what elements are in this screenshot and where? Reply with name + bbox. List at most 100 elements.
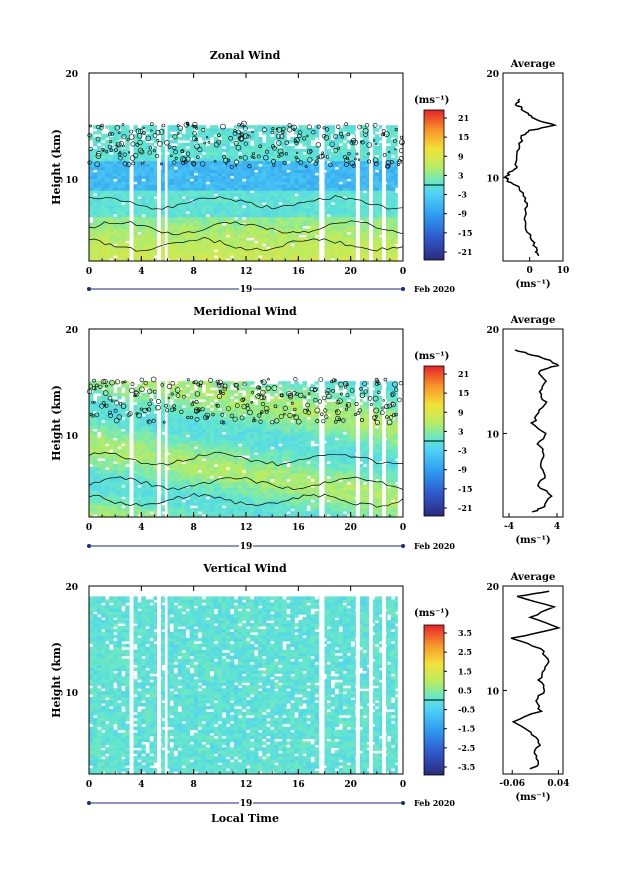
heatmap-cell	[121, 134, 126, 138]
heatmap-cell	[173, 213, 178, 218]
heatmap-cell	[165, 416, 170, 421]
heatmap-cell	[266, 169, 271, 173]
heatmap-cell	[165, 243, 170, 247]
heatmap-cell	[374, 175, 380, 179]
heatmap-cell	[169, 169, 174, 173]
heatmap-cell	[390, 240, 396, 244]
heatmap-cell	[173, 481, 178, 486]
heatmap-cell	[378, 163, 384, 168]
heatmap-cell	[342, 148, 348, 153]
heatmap-cell	[358, 202, 364, 206]
heatmap-cell	[334, 246, 340, 250]
heatmap-cell	[201, 475, 207, 480]
heatmap-cell	[209, 216, 215, 221]
heatmap-cell	[310, 128, 315, 132]
heatmap-cell	[189, 231, 195, 235]
heatmap-cell	[225, 184, 231, 188]
heatmap-cell	[153, 499, 158, 503]
contour-mark	[114, 148, 118, 152]
heatmap-cell	[306, 128, 311, 132]
heatmap-cell	[262, 234, 267, 238]
heatmap-cell	[205, 413, 211, 418]
heatmap-cell	[342, 210, 348, 215]
heatmap-cell	[258, 252, 263, 256]
heatmap-cell	[149, 381, 154, 385]
heatmap-cell	[326, 204, 331, 209]
heatmap-cell	[326, 181, 331, 185]
heatmap-cell	[177, 142, 183, 147]
heatmap-cell	[370, 202, 376, 206]
heatmap-cell	[197, 419, 203, 424]
heatmap-cell	[201, 393, 207, 397]
heatmap-cell	[89, 428, 94, 432]
heatmap-cell	[386, 169, 392, 173]
heatmap-cell	[117, 463, 122, 468]
heatmap-cell	[306, 137, 311, 141]
heatmap-cell	[137, 452, 142, 456]
heatmap-cell	[298, 178, 303, 182]
heatmap-cell	[109, 128, 114, 132]
heatmap-cell	[302, 166, 307, 170]
heatmap-cell	[290, 154, 295, 159]
heatmap-cell	[394, 193, 400, 197]
heatmap-cell	[137, 199, 142, 203]
heatmap-cell	[217, 184, 223, 188]
heatmap-cell	[145, 393, 150, 397]
heatmap-cell	[330, 225, 335, 230]
heatmap-cell	[109, 478, 114, 483]
heatmap-cell	[370, 196, 376, 200]
contour-mark	[366, 159, 371, 164]
heatmap-cell	[133, 419, 138, 424]
heatmap-cell	[201, 142, 207, 147]
contour-mark	[201, 127, 206, 132]
heatmap-cell	[209, 237, 215, 241]
heatmap-cell	[242, 175, 247, 179]
heatmap-cell	[101, 446, 106, 450]
heatmap-cell	[97, 460, 102, 465]
heatmap-cell	[133, 216, 138, 221]
heatmap-cell	[229, 134, 235, 138]
heatmap-cell	[189, 469, 195, 474]
heatmap-cell	[169, 487, 174, 491]
heatmap-cell	[189, 134, 195, 138]
heatmap-cell	[133, 231, 138, 235]
heatmap-cell	[330, 169, 335, 173]
heatmap-cell	[298, 196, 303, 200]
heatmap-cell	[89, 384, 94, 388]
heatmap-cell	[89, 490, 94, 494]
heatmap-cell	[93, 202, 98, 206]
heatmap-cell	[282, 246, 287, 250]
heatmap-cell	[173, 511, 178, 515]
heatmap-cell	[105, 258, 110, 262]
heatmap-cell	[209, 157, 215, 162]
heatmap-cell	[189, 166, 195, 170]
heatmap-cell	[137, 246, 142, 250]
heatmap-cell	[242, 163, 247, 168]
heatmap-cell	[342, 187, 348, 191]
heatmap-cell	[149, 387, 154, 391]
heatmap-cell	[93, 219, 98, 224]
heatmap-cell	[250, 249, 255, 253]
heatmap-cell	[93, 449, 98, 453]
heatmap-cell	[189, 511, 195, 515]
heatmap-cell	[266, 228, 271, 232]
heatmap-cell	[209, 193, 215, 197]
heatmap-cell	[193, 469, 199, 474]
heatmap-cell	[314, 151, 319, 156]
heatmap-cell	[133, 440, 138, 444]
heatmap-cell	[173, 169, 178, 173]
heatmap-cell	[346, 207, 352, 212]
heatmap-cell	[145, 481, 150, 486]
heatmap-cell	[266, 125, 271, 129]
heatmap-cell	[209, 134, 215, 138]
heatmap-cell	[97, 387, 102, 391]
heatmap-cell	[294, 178, 299, 182]
contour-mark	[357, 124, 363, 130]
heatmap-cell	[125, 422, 130, 426]
heatmap-cell	[105, 478, 110, 483]
heatmap-cell	[362, 216, 368, 221]
heatmap-cell	[145, 484, 150, 488]
heatmap-cell	[250, 178, 255, 182]
heatmap-cell	[153, 140, 158, 144]
heatmap-cell	[350, 193, 356, 197]
